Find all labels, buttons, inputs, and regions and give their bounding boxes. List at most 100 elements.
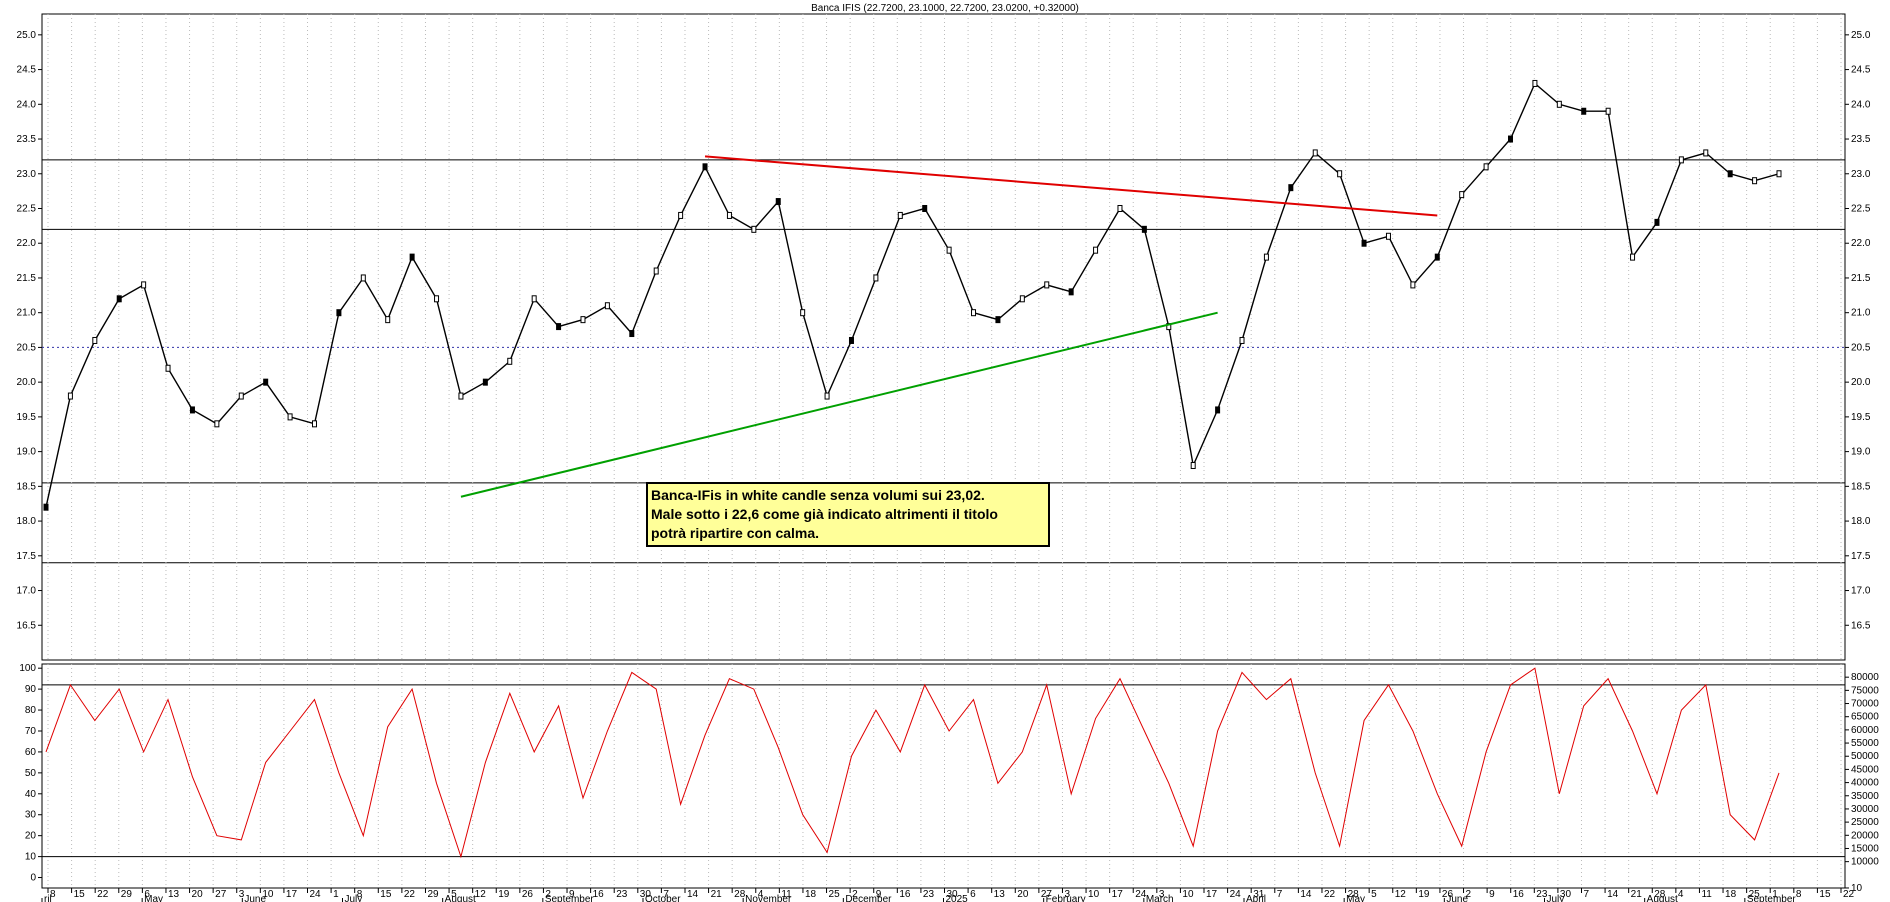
price-tick-label-left: 20.5 xyxy=(17,342,37,353)
price-candle xyxy=(1239,336,1245,344)
price-candle xyxy=(873,274,879,282)
x-tick-label: 19 xyxy=(498,889,510,900)
chart-title: Banca IFIS (22.7200, 23.1000, 22.7200, 2… xyxy=(811,3,1079,14)
month-label: July xyxy=(1547,894,1565,902)
price-candle xyxy=(458,392,464,400)
x-tick-label: 2 xyxy=(1466,889,1472,900)
price-tick-label-right: 22.5 xyxy=(1851,203,1871,214)
price-candle xyxy=(1434,253,1440,261)
oscillator-series-line xyxy=(45,667,1780,859)
price-candle xyxy=(1263,253,1269,261)
price-tick-label-left: 21.5 xyxy=(17,273,37,284)
price-candle xyxy=(1508,135,1514,143)
oscillator-tick-label: 80 xyxy=(25,705,37,716)
price-candle xyxy=(1581,107,1587,115)
price-candle xyxy=(1337,170,1343,178)
x-tick-label: 17 xyxy=(286,889,298,900)
price-candle xyxy=(1630,253,1636,261)
price-candle xyxy=(1141,225,1147,233)
price-candle xyxy=(775,198,781,206)
price-candle xyxy=(1605,107,1611,115)
price-tick-label-right: 21.5 xyxy=(1851,273,1871,284)
price-candle xyxy=(629,330,635,338)
x-tick-label: 18 xyxy=(805,889,817,900)
price-tick-label-right: 17.0 xyxy=(1851,586,1871,597)
x-tick-label: 4 xyxy=(1678,889,1684,900)
price-candle xyxy=(1483,163,1489,171)
price-candle xyxy=(751,225,757,233)
x-tick-label: 16 xyxy=(899,889,911,900)
x-tick-label: 19 xyxy=(1418,889,1430,900)
price-candle xyxy=(848,336,854,344)
month-label: August xyxy=(1647,894,1678,902)
volume-tick-label: 45000 xyxy=(1851,764,1879,775)
price-candle xyxy=(141,281,147,289)
x-tick-label: 13 xyxy=(168,889,180,900)
x-tick-label: 3 xyxy=(239,889,245,900)
price-candle xyxy=(1776,170,1782,178)
x-tick-label: 11 xyxy=(781,889,792,900)
volume-tick-label: 75000 xyxy=(1851,685,1879,696)
x-tick-label: 6 xyxy=(144,889,150,900)
x-tick-label: 6 xyxy=(970,889,976,900)
x-tick-label: 29 xyxy=(427,889,439,900)
x-tick-label: 22 xyxy=(1324,889,1336,900)
oscillator-tick-label: 100 xyxy=(19,663,36,674)
price-candle xyxy=(1678,156,1684,164)
analysis-note: Banca-IFis in white candle senza volumi … xyxy=(646,482,1050,547)
price-tick-label-left: 18.0 xyxy=(17,516,37,527)
x-tick-label: 17 xyxy=(1112,889,1124,900)
price-candle xyxy=(1556,100,1562,108)
month-label: October xyxy=(645,894,681,902)
x-tick-label: 21 xyxy=(711,889,723,900)
price-candle xyxy=(482,378,488,386)
x-tick-label: 28 xyxy=(1348,889,1360,900)
x-tick-label: 7 xyxy=(663,889,669,900)
month-label: August xyxy=(445,894,476,902)
price-candle xyxy=(897,211,903,219)
price-candle xyxy=(1215,406,1221,414)
x-tick-label: 28 xyxy=(1654,889,1666,900)
x-axis: 8 15 22 29 6 13 20 27 3 10 17 24 1 8 15 22 29 5 12 19 26 2 9 16… xyxy=(41,888,1855,902)
x-tick-label: 15 xyxy=(74,889,86,900)
price-candle xyxy=(1752,177,1758,185)
x-tick-label: 22 xyxy=(1843,889,1855,900)
x-tick-label: 20 xyxy=(1017,889,1029,900)
price-candle xyxy=(1410,281,1416,289)
month-label: September xyxy=(545,894,595,902)
x-tick-label: 24 xyxy=(1135,889,1147,900)
x-tick-label: 11 xyxy=(1701,889,1712,900)
price-tick-label-left: 24.0 xyxy=(17,99,37,110)
price-candle xyxy=(67,392,73,400)
price-candle xyxy=(1385,232,1391,240)
volume-tick-label: 50000 xyxy=(1851,751,1879,762)
price-tick-label-right: 17.5 xyxy=(1851,551,1871,562)
volume-tick-label: 10 xyxy=(1851,883,1863,894)
x-tick-label: 17 xyxy=(1206,889,1218,900)
x-tick-label: 5 xyxy=(1371,889,1377,900)
oscillator-tick-label: 90 xyxy=(25,684,37,695)
price-candle xyxy=(1288,184,1294,192)
price-candle xyxy=(726,211,732,219)
volume-tick-label: 55000 xyxy=(1851,738,1879,749)
x-tick-label: 24 xyxy=(1230,889,1242,900)
month-label: March xyxy=(1146,894,1174,902)
month-label: December xyxy=(845,894,892,902)
price-tick-label-left: 18.5 xyxy=(17,481,37,492)
price-tick-label-right: 18.5 xyxy=(1851,481,1871,492)
x-tick-label: 8 xyxy=(50,889,56,900)
month-label: May xyxy=(144,894,163,902)
x-tick-label: 27 xyxy=(215,889,227,900)
price-tick-label-left: 23.5 xyxy=(17,134,37,145)
month-label: June xyxy=(1446,894,1468,902)
price-tick-label-left: 16.5 xyxy=(17,620,37,631)
price-candle xyxy=(1654,218,1660,226)
x-tick-label: 9 xyxy=(1489,889,1495,900)
x-tick-label: 9 xyxy=(569,889,575,900)
price-tick-label-left: 21.0 xyxy=(17,308,37,319)
x-tick-label: 31 xyxy=(1253,889,1265,900)
x-tick-label: 10 xyxy=(262,889,274,900)
x-tick-label: 12 xyxy=(1395,889,1407,900)
x-tick-label: 25 xyxy=(1749,889,1761,900)
